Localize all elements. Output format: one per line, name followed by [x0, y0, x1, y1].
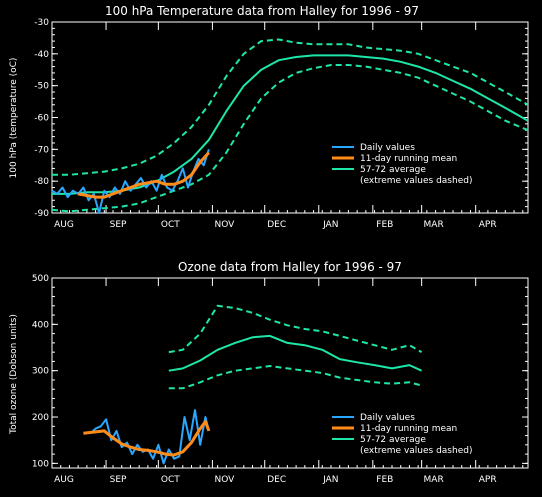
y-tick-label: -90 — [34, 209, 49, 219]
series-extreme-min — [51, 64, 529, 213]
x-tick-label: OCT — [161, 475, 180, 485]
series-extreme-max — [52, 38, 529, 176]
legend-label: (extreme values dashed) — [360, 176, 472, 186]
x-tick-label: APR — [479, 220, 497, 230]
y-tick-label: -60 — [34, 114, 49, 124]
x-tick-label: FEB — [376, 475, 393, 485]
x-tick-label: JAN — [322, 220, 338, 230]
y-tick-label: 400 — [32, 320, 49, 330]
series-extreme-min — [168, 365, 422, 390]
x-tick-label: NOV — [214, 220, 235, 230]
ozone-chart: Ozone data from Halley for 1996 - 97 Tot… — [9, 260, 529, 485]
x-tick-label: AUG — [54, 475, 74, 485]
legend-label: Daily values — [360, 143, 415, 153]
y-tick-label: -50 — [34, 82, 49, 92]
x-tick-label: JAN — [322, 475, 338, 485]
x-tick-label: SEP — [110, 475, 127, 485]
series-extreme-max — [168, 304, 423, 354]
y-tick-label: 300 — [32, 367, 49, 377]
legend-label: Daily values — [360, 413, 415, 423]
legend-label: (extreme values dashed) — [360, 446, 472, 456]
legend-label: 11-day running mean — [360, 154, 457, 164]
x-tick-label: FEB — [376, 220, 393, 230]
y-tick-label: -80 — [34, 177, 49, 187]
y-tick-label: -70 — [34, 145, 49, 155]
legend-label: 57-72 average — [360, 435, 426, 445]
y-axis-label: Total ozone (Dobson units) — [9, 314, 19, 435]
chart-title: Ozone data from Halley for 1996 - 97 — [178, 260, 402, 274]
y-tick-label: 500 — [32, 274, 49, 284]
legend-label: 57-72 average — [360, 165, 426, 175]
x-tick-label: OCT — [161, 220, 180, 230]
y-tick-label: 200 — [32, 413, 49, 423]
y-tick-label: 100 — [32, 459, 49, 469]
temperature-chart: 100 hPa Temperature data from Halley for… — [9, 4, 529, 230]
x-tick-label: DEC — [267, 220, 286, 230]
legend-label: 11-day running mean — [360, 424, 457, 434]
y-axis-label: 100 hPa (temperature (oC) — [9, 58, 19, 179]
x-tick-label: SEP — [110, 220, 127, 230]
chart-title: 100 hPa Temperature data from Halley for… — [105, 4, 419, 18]
x-tick-label: MAR — [424, 220, 444, 230]
x-tick-label: DEC — [267, 475, 286, 485]
series-11-day-running-mean — [77, 151, 211, 199]
series-57-72-average — [168, 334, 423, 372]
series-11-day-running-mean — [83, 420, 211, 457]
y-tick-label: -40 — [34, 50, 49, 60]
y-tick-label: -30 — [34, 18, 49, 28]
x-tick-label: APR — [479, 475, 497, 485]
plot-frame — [51, 277, 529, 469]
series-daily-values — [89, 409, 210, 465]
x-tick-label: AUG — [54, 220, 74, 230]
x-tick-label: NOV — [214, 475, 235, 485]
x-tick-label: MAR — [424, 475, 444, 485]
